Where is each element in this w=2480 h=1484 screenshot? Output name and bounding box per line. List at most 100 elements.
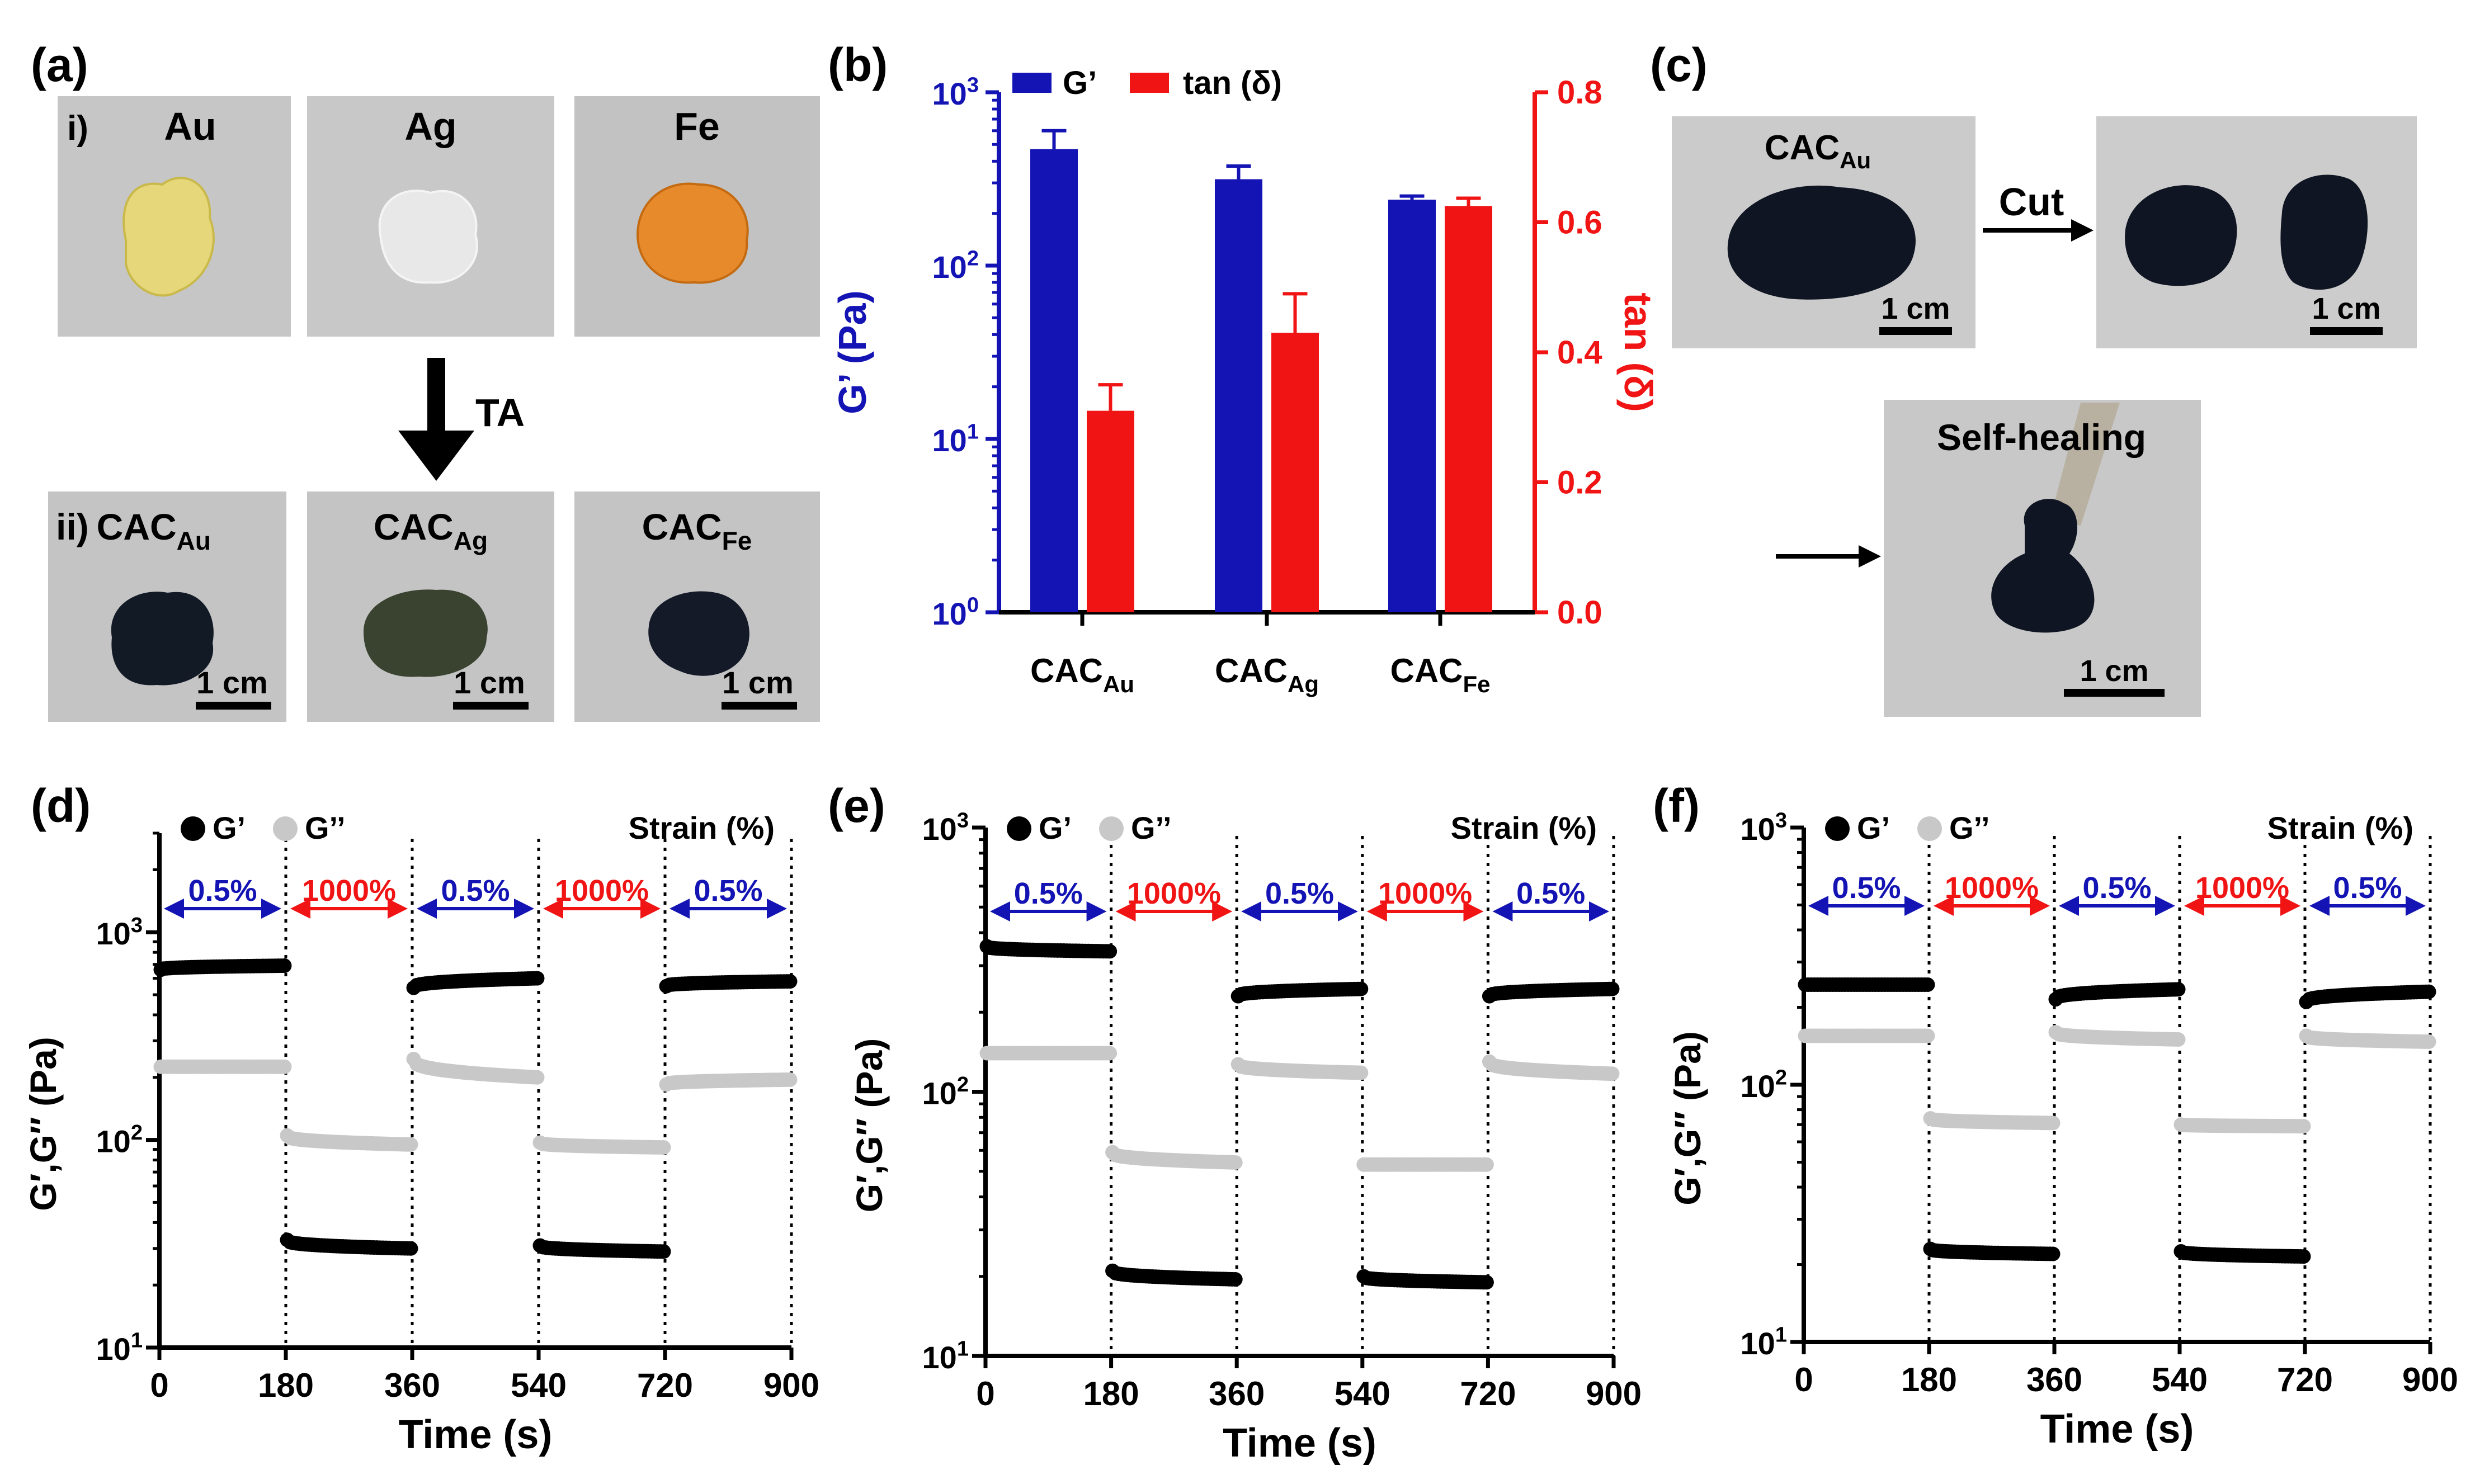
- scale-bar-a3: [722, 702, 797, 710]
- gel-cac-ag: [364, 589, 488, 677]
- scale-bar-a2: [453, 702, 529, 710]
- sweep-y-tick-label: 103: [922, 809, 969, 847]
- sweep-legend-marker-g: [1825, 816, 1850, 841]
- g-double-prime-point: [1354, 1065, 1369, 1080]
- g-double-prime-point: [530, 1070, 545, 1085]
- panel-b: (b) 100 101 102 103 0.0 0.2 0.4 0.6 0.8 CACAu CA…: [828, 39, 1660, 697]
- sweep-x-tick-label: 720: [2277, 1361, 2333, 1398]
- gel-healed: [1991, 499, 2095, 633]
- panel-e-label: (e): [828, 779, 885, 832]
- sweep-strain-value: 0.5%: [2333, 871, 2402, 905]
- sweep-x-tick-label: 720: [637, 1367, 693, 1404]
- sweep-legend-marker-gg: [273, 816, 298, 841]
- sweep-y-tick-label: 101: [96, 1329, 143, 1367]
- sweep-legend-gg: G’’: [1131, 810, 1172, 845]
- g-double-prime-point: [2045, 1116, 2061, 1131]
- b-bar-tan: [1445, 206, 1492, 612]
- b-x-tick-label: CACAu: [1030, 652, 1134, 697]
- b-bar-gprime: [1030, 149, 1078, 612]
- sweep-y-tick-label: 102: [922, 1073, 969, 1110]
- g-double-prime-point: [782, 1072, 798, 1087]
- sweep-strain-value: 1000%: [302, 874, 396, 908]
- g-prime-point: [1920, 977, 1935, 992]
- gel-before-cut: [1727, 185, 1916, 300]
- gel-cut-piece-2: [2280, 174, 2368, 290]
- gel-cut-piece-1: [2125, 185, 2237, 286]
- g-prime-point: [2296, 1249, 2311, 1264]
- panel-f-label: (f): [1653, 779, 1700, 832]
- sweep-strain-value: 1000%: [1127, 877, 1221, 910]
- g-double-prime-point: [1479, 1157, 1494, 1172]
- b-right-tick-label: 0.0: [1557, 594, 1602, 631]
- sweep-strain-value: 0.5%: [694, 874, 762, 908]
- gel-ag: [378, 190, 478, 284]
- b-left-tick-label: 103: [932, 74, 979, 111]
- scale-bar-c1: [1879, 327, 1952, 335]
- g-double-prime-point: [656, 1140, 671, 1155]
- sweep-y-tick-label: 101: [922, 1338, 969, 1375]
- g-double-prime-point: [2421, 1034, 2436, 1050]
- spatula: [2050, 403, 2120, 526]
- sweep-y-tick-label: 102: [96, 1121, 143, 1159]
- b-x-tick-label: CACFe: [1390, 652, 1490, 697]
- sweep-strain-label: Strain (%): [1451, 810, 1597, 845]
- sweep-x-tick-label: 900: [763, 1367, 819, 1404]
- g-double-prime-point: [1228, 1155, 1243, 1170]
- b-legend-tan: tan (δ): [1183, 65, 1282, 101]
- panel-c: (c) CACAu 1 cm Cut 1 cm Self-healing 1 c…: [1650, 39, 2417, 717]
- g-double-prime-point: [277, 1059, 292, 1074]
- b-left-axis-label: G’ (Pa): [831, 290, 874, 414]
- sweep-x-tick-label: 0: [150, 1367, 168, 1404]
- g-prime-point: [1354, 981, 1369, 996]
- sweep-strain-value: 1000%: [1945, 871, 2039, 905]
- g-prime-point: [1605, 981, 1620, 996]
- g-double-prime-point: [2296, 1119, 2311, 1134]
- gel-fe: [636, 182, 749, 284]
- sweep-y-axis-label: G′,G′′ (Pa): [1667, 1031, 1708, 1206]
- b-legend-swatch-g: [1012, 73, 1052, 93]
- panel-a: (a) i) Au Ag Fe TA ii) CACAu CACAg CACFe …: [31, 39, 820, 722]
- sweep-strain-label: Strain (%): [629, 810, 775, 845]
- b-x-tick-label: CACAg: [1215, 652, 1319, 697]
- sweep-strain-value: 0.5%: [188, 874, 257, 908]
- g-double-prime-point: [403, 1137, 418, 1152]
- sweep-strain-value: 1000%: [1378, 877, 1472, 910]
- scale-bar-c3: [2064, 689, 2165, 697]
- scale-bar-c2: [2310, 327, 2383, 335]
- sweep-x-tick-label: 720: [1460, 1375, 1516, 1412]
- sweep-x-tick-label: 180: [1083, 1375, 1139, 1412]
- sweep-x-tick-label: 540: [511, 1367, 567, 1404]
- sweep-legend-g: G’: [1039, 810, 1072, 845]
- sweep-strain-value: 0.5%: [1516, 877, 1585, 910]
- sweep-strain-value: 0.5%: [441, 874, 510, 908]
- sweep-x-tick-label: 540: [2152, 1361, 2208, 1398]
- panel-d: (d) 101 102 103 0 180 360 540 720 900 Time (s) G′,…: [22, 779, 819, 1457]
- g-prime-point: [1102, 944, 1118, 959]
- g-prime-point: [782, 974, 798, 989]
- b-right-axis-label: tan (δ): [1616, 292, 1660, 412]
- sweep-y-tick-label: 101: [1741, 1324, 1787, 1361]
- sweep-strain-value: 0.5%: [1265, 877, 1334, 910]
- scale-bar-a1: [196, 702, 271, 710]
- row-ii-label: ii) CACAu: [56, 506, 211, 555]
- sweep-legend-g: G’: [1857, 810, 1890, 845]
- sweep-strain-value: 0.5%: [2082, 871, 2151, 905]
- b-bar-tan: [1271, 333, 1319, 612]
- b-left-tick-label: 102: [932, 247, 979, 285]
- sweep-y-axis-label: G′,G′′ (Pa): [22, 1037, 64, 1211]
- ta-arrow-head: [398, 431, 474, 481]
- g-prime-point: [2171, 982, 2186, 997]
- cut-label: Cut: [1999, 180, 2064, 224]
- label-cac-ag: CACAg: [374, 506, 488, 555]
- sweep-legend-marker-gg: [1099, 816, 1124, 841]
- panel-d-label: (d): [31, 779, 91, 832]
- sweep-x-tick-label: 360: [2026, 1361, 2082, 1398]
- label-cac-fe: CACFe: [642, 506, 752, 555]
- sweep-x-axis-label: Time (s): [399, 1412, 553, 1457]
- g-prime-point: [277, 958, 292, 973]
- panel-c-label: (c): [1650, 39, 1708, 91]
- label-fe: Fe: [674, 105, 720, 148]
- sweep-strain-value: 0.5%: [1014, 877, 1083, 910]
- b-left-tick-label: 100: [932, 594, 979, 631]
- ta-label: TA: [475, 391, 525, 434]
